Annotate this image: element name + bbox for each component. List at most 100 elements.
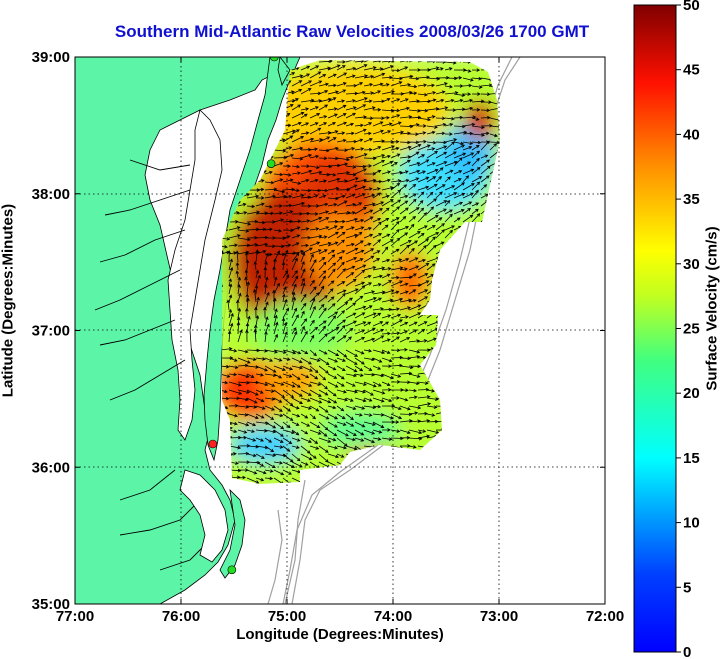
velocity-arrow <box>462 201 473 207</box>
velocity-arrow <box>309 216 323 223</box>
colorbar-tick-label: 45 <box>683 62 700 79</box>
velocity-arrow <box>291 307 298 319</box>
velocity-arrow <box>273 429 284 437</box>
velocity-arrow <box>408 388 418 393</box>
velocity-arrow <box>246 281 250 295</box>
velocity-arrow <box>291 429 300 436</box>
velocity-arrow <box>354 231 363 239</box>
velocity-arrow <box>336 113 347 119</box>
velocity-arrow <box>327 373 338 379</box>
velocity-arrow <box>399 298 412 303</box>
velocity-arrow <box>426 405 438 409</box>
velocity-arrow <box>264 291 270 303</box>
velocity-arrow <box>399 321 409 327</box>
velocity-arrow <box>273 469 285 476</box>
velocity-arrow <box>471 85 483 89</box>
velocity-arrow <box>399 66 409 71</box>
velocity-arrow <box>408 207 420 215</box>
velocity-arrow <box>300 389 312 396</box>
velocity-arrow <box>327 349 340 357</box>
colorbar-tick-label: 0 <box>683 644 691 659</box>
velocity-arrow <box>390 237 401 247</box>
velocity-arrow <box>417 339 428 343</box>
velocity-arrow <box>281 317 286 327</box>
velocity-arrow <box>300 137 315 143</box>
velocity-arrow <box>363 297 377 303</box>
velocity-arrow <box>345 349 359 357</box>
velocity-arrow <box>372 192 382 199</box>
velocity-arrow <box>471 117 480 121</box>
velocity-arrow <box>363 381 377 388</box>
velocity-arrow <box>291 129 300 135</box>
velocity-arrow <box>345 336 352 343</box>
velocity-arrow <box>345 226 355 231</box>
velocity-arrow <box>435 167 444 175</box>
velocity-arrow <box>471 189 479 199</box>
velocity-arrow <box>426 389 436 393</box>
velocity-arrow <box>309 253 314 263</box>
velocity-arrow <box>345 288 359 295</box>
velocity-arrow <box>336 256 343 263</box>
velocity-arrow <box>300 421 311 427</box>
velocity-arrow <box>363 321 372 327</box>
velocity-arrow <box>345 327 354 335</box>
velocity-arrow <box>372 72 386 79</box>
y-tick-label: 38:00 <box>32 186 70 203</box>
velocity-arrow <box>226 299 230 311</box>
x-tick-label: 72:00 <box>586 608 624 625</box>
velocity-arrow <box>255 373 264 377</box>
velocity-arrow <box>300 73 311 79</box>
velocity-arrow <box>255 389 264 394</box>
velocity-arrow <box>363 216 374 223</box>
velocity-arrow <box>408 355 421 359</box>
map-title: Southern Mid-Atlantic Raw Velocities 200… <box>114 22 590 41</box>
velocity-arrow <box>381 258 391 263</box>
velocity-arrow <box>354 226 365 231</box>
velocity-arrow <box>399 244 410 255</box>
velocity-arrow <box>363 122 373 127</box>
velocity-arrow <box>363 131 372 136</box>
velocity-arrow <box>235 299 240 311</box>
velocity-arrow <box>354 281 366 287</box>
velocity-arrow <box>372 421 385 428</box>
velocity-arrow <box>291 157 304 161</box>
velocity-arrow <box>246 373 255 378</box>
velocity-arrow <box>453 157 463 167</box>
velocity-arrow <box>318 226 330 231</box>
velocity-arrow <box>300 330 308 343</box>
velocity-arrow <box>453 209 465 215</box>
velocity-arrow <box>345 155 355 160</box>
velocity-arrow <box>453 152 467 159</box>
velocity-arrow <box>345 397 354 402</box>
velocity-arrow <box>354 240 364 247</box>
velocity-arrow <box>345 445 358 451</box>
velocity-arrow <box>453 130 468 135</box>
velocity-arrow <box>399 232 409 239</box>
velocity-arrow <box>453 170 463 175</box>
velocity-arrow <box>263 306 267 319</box>
velocity-arrow <box>372 312 382 319</box>
velocity-arrow <box>417 402 432 407</box>
velocity-arrow <box>264 316 269 327</box>
velocity-arrow <box>291 270 298 279</box>
velocity-arrow <box>318 82 329 87</box>
velocity-arrow <box>282 429 295 435</box>
velocity-arrow <box>237 211 248 215</box>
velocity-arrow <box>444 84 453 89</box>
velocity-arrow <box>255 220 266 225</box>
velocity-arrow <box>327 231 339 239</box>
velocity-arrow <box>363 413 373 417</box>
velocity-arrow <box>417 232 425 239</box>
velocity-arrow <box>462 106 474 111</box>
velocity-arrow <box>372 154 386 159</box>
velocity-arrow <box>255 249 267 255</box>
velocity-arrow <box>222 364 230 369</box>
velocity-arrow <box>291 283 297 295</box>
velocity-arrow <box>300 98 315 103</box>
velocity-arrow <box>372 307 384 311</box>
velocity-arrow <box>345 172 357 177</box>
velocity-arrow <box>453 182 465 191</box>
velocity-arrow <box>372 365 382 370</box>
velocity-arrow <box>228 220 239 224</box>
velocity-arrow <box>372 357 383 363</box>
